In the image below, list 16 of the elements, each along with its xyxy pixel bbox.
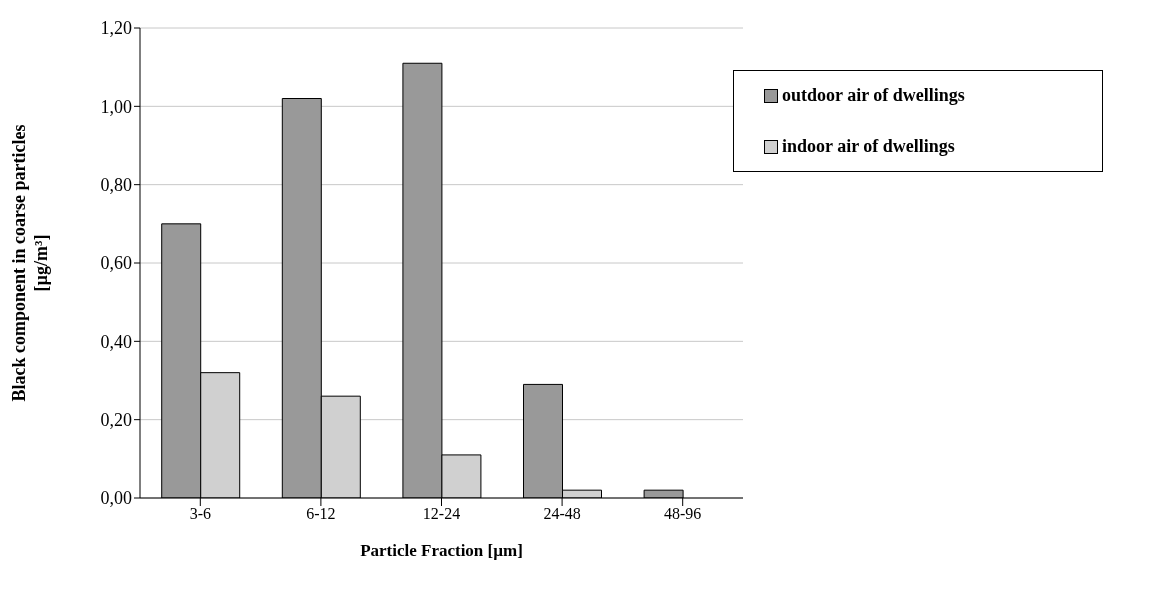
y-tick-label: 1,20 <box>100 18 132 39</box>
x-tick-label: 12-24 <box>422 505 461 523</box>
y-tick-label: 0,40 <box>100 331 132 352</box>
y-tick-label: 1,00 <box>100 96 132 117</box>
x-tick-label: 3-6 <box>189 505 211 523</box>
y-tick-label: 0,80 <box>100 175 132 196</box>
y-tick-label: 0,20 <box>100 410 132 431</box>
x-axis-title: Particle Fraction [µm] <box>360 541 523 560</box>
y-tick-label: 0,60 <box>100 253 132 274</box>
x-tick-label: 48-96 <box>664 505 702 523</box>
x-tick-label: 24-48 <box>543 505 581 523</box>
y-tick-label: 0,00 <box>100 488 132 509</box>
y-axis-title: Black component in coarse particles [µg/m³] <box>9 124 51 402</box>
legend-label: indoor air of dwellings <box>782 136 955 157</box>
x-tick-label: 6-12 <box>306 505 336 523</box>
legend-label: outdoor air of dwellings <box>782 85 965 106</box>
